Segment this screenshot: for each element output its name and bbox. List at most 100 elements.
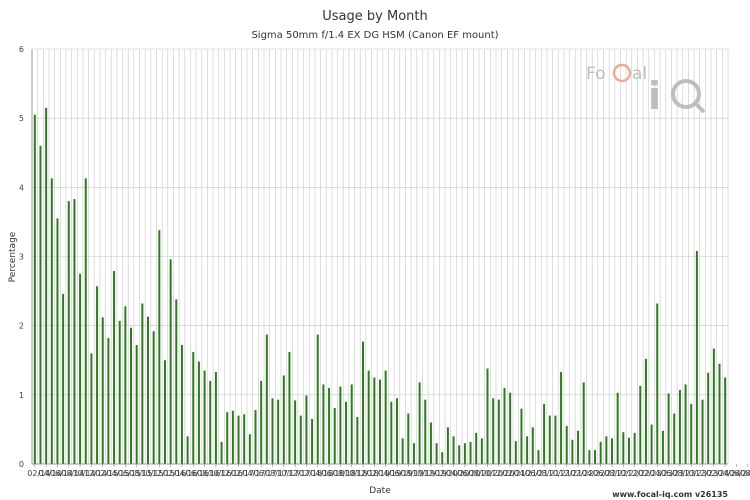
x-tick-label: 06/23 — [661, 469, 684, 478]
x-tick-label: 10/21 — [548, 469, 571, 478]
bar — [362, 341, 365, 464]
bar — [237, 415, 240, 464]
x-tick-label: 04/24 — [718, 469, 741, 478]
bar — [509, 392, 512, 464]
bar — [147, 316, 149, 464]
bar — [548, 415, 551, 464]
x-tick-label: 06/19 — [389, 469, 412, 478]
x-tick-label: 08/23 — [672, 469, 695, 478]
y-tick-label: 5 — [19, 114, 24, 123]
bar — [435, 443, 438, 464]
bar — [248, 434, 251, 464]
bar — [350, 384, 353, 464]
bar — [560, 372, 563, 464]
bar — [339, 386, 342, 464]
x-tick-label: 10/16 — [208, 469, 231, 478]
x-tick-label: 02/19 — [367, 469, 390, 478]
bar — [458, 445, 461, 464]
x-tick-label: 06/15 — [118, 469, 141, 478]
bar — [582, 382, 585, 464]
bar — [401, 438, 404, 464]
bar — [514, 441, 517, 464]
logo-text-iq: i — [648, 74, 661, 118]
bar — [446, 427, 449, 464]
x-tick-label: 12/22 — [627, 469, 650, 478]
x-tick-label: 12/21 — [559, 469, 582, 478]
footer-text: www.focal-iq.com v26135 — [612, 490, 728, 499]
bar — [718, 363, 721, 464]
x-tick-label: 02/15 — [95, 469, 118, 478]
bar — [107, 338, 110, 464]
x-tick-label: 06/14 — [50, 469, 73, 478]
chart-title: Usage by Month — [322, 9, 427, 24]
bar — [214, 372, 217, 464]
bar — [226, 412, 229, 464]
x-tick-label: 08/14 — [61, 469, 84, 478]
x-tick-label: 10/17 — [276, 469, 299, 478]
magnifier-handle-icon — [693, 101, 706, 114]
bar — [412, 443, 415, 464]
bar — [288, 351, 291, 464]
magnifier-icon — [671, 79, 701, 109]
bar — [611, 438, 613, 464]
x-tick-label: 02/17 — [231, 469, 254, 478]
y-tick-label: 3 — [19, 253, 24, 262]
bar — [531, 427, 534, 464]
x-tick-label: 08/20 — [469, 469, 492, 478]
bar — [571, 439, 574, 464]
x-tick-label: 02/20 — [435, 469, 458, 478]
bar — [469, 441, 472, 464]
logo-text-al: al — [632, 64, 647, 84]
bar — [407, 413, 410, 464]
x-tick-label: 06/17 — [254, 469, 277, 478]
x-tick-label: 04/19 — [378, 469, 401, 478]
bar — [656, 303, 659, 464]
bar — [373, 377, 376, 464]
bar — [622, 432, 625, 464]
bar — [712, 348, 715, 464]
bar — [429, 422, 432, 464]
bar — [599, 441, 602, 464]
bar — [90, 353, 93, 464]
bar — [101, 317, 104, 464]
x-tick-label: 12/14 — [84, 469, 107, 478]
bar — [192, 351, 195, 464]
bar — [707, 372, 710, 464]
bar — [678, 389, 681, 464]
grid-lines — [31, 48, 729, 465]
x-tick-label: 02/21 — [503, 469, 526, 478]
bar — [565, 425, 568, 464]
bar — [724, 377, 727, 464]
bar — [661, 430, 664, 464]
x-tick-label: 02/16 — [163, 469, 186, 478]
bar-series — [33, 107, 727, 465]
chart-subtitle: Sigma 50mm f/1.4 EX DG HSM (Canon EF mou… — [251, 30, 498, 41]
bar — [271, 398, 274, 464]
bar — [328, 387, 331, 464]
x-tick-label: 10/23 — [684, 469, 707, 478]
bar — [220, 441, 223, 464]
x-tick-label: 04/15 — [107, 469, 130, 478]
bar — [345, 401, 348, 464]
bar — [197, 361, 200, 464]
bar — [667, 393, 670, 464]
bar — [186, 436, 189, 464]
bar — [418, 382, 421, 464]
bar — [96, 286, 99, 464]
bar — [135, 345, 138, 464]
bar — [333, 407, 336, 464]
x-tick-label: 06/24 — [729, 469, 750, 478]
bar — [169, 259, 172, 464]
bar — [322, 384, 325, 464]
bar — [639, 385, 642, 464]
x-tick-label: 10/19 — [412, 469, 435, 478]
x-tick-label: 04/16 — [174, 469, 197, 478]
y-tick-label: 6 — [19, 45, 24, 54]
bar — [390, 401, 393, 464]
bar — [50, 178, 53, 464]
bar — [180, 345, 183, 464]
bar — [39, 145, 42, 465]
bar — [520, 408, 523, 464]
bar — [690, 403, 693, 464]
